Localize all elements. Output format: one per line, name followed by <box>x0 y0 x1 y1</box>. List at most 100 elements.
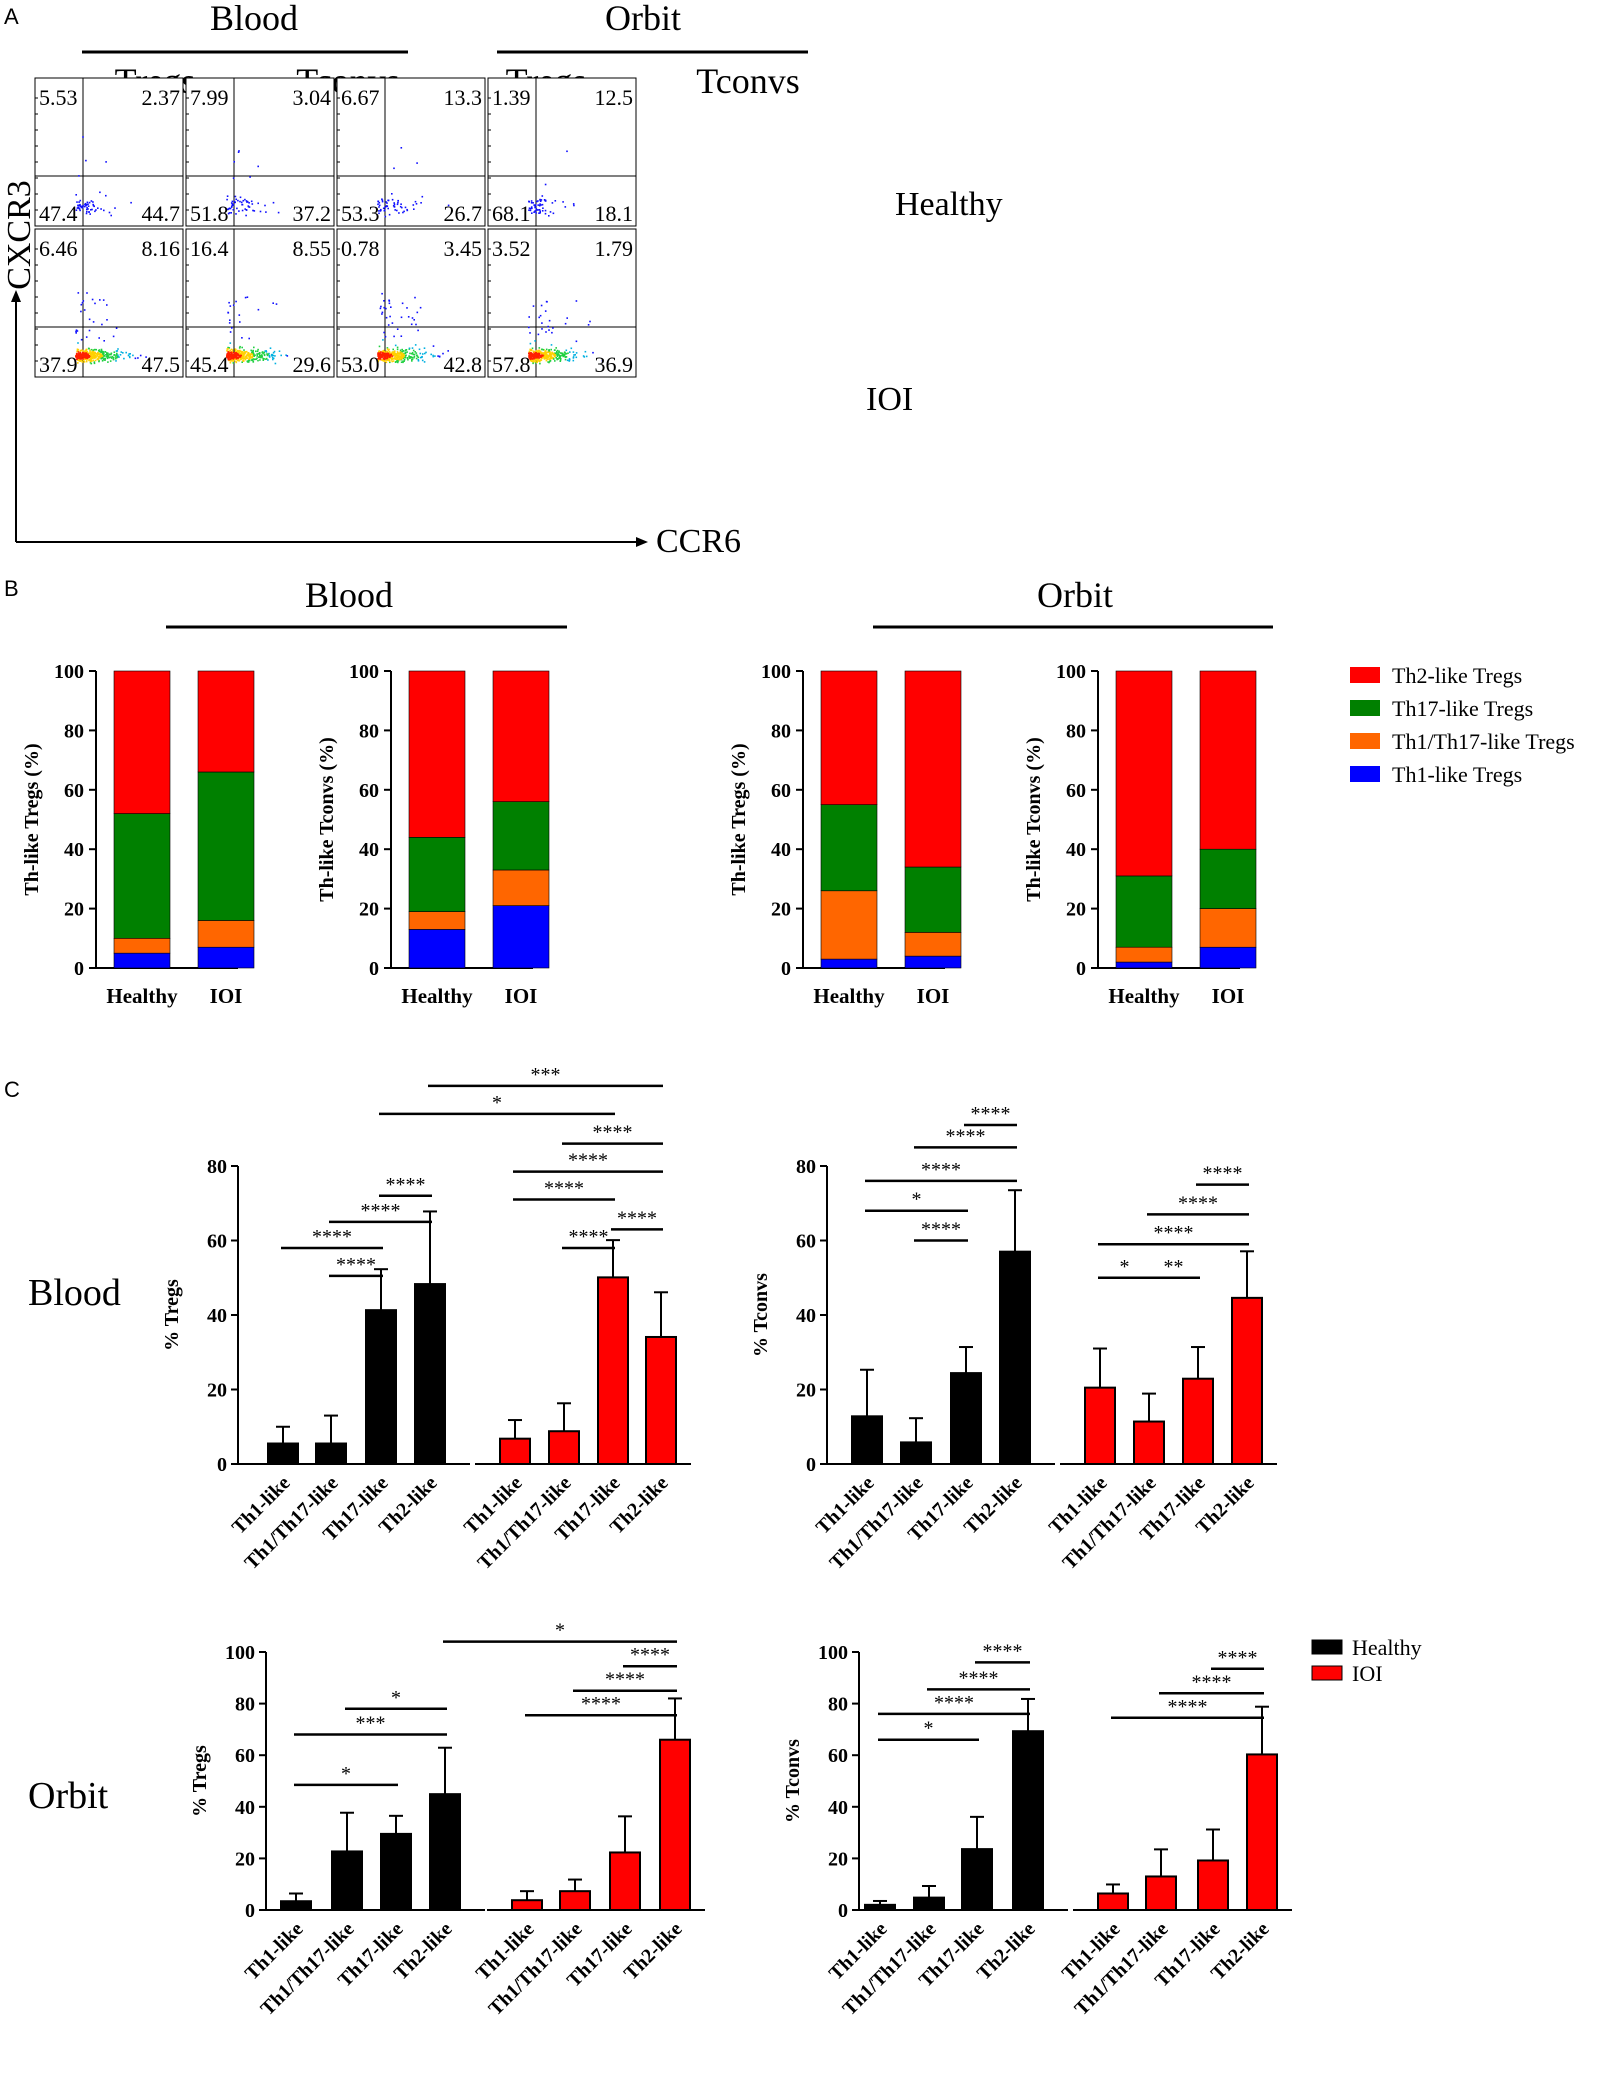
event-dot <box>251 203 254 205</box>
event-dot <box>246 357 249 359</box>
event-dot <box>259 354 261 357</box>
event-dot <box>407 358 409 361</box>
event-dot <box>381 311 384 314</box>
significance-label: **** <box>593 1122 633 1144</box>
event-dot <box>392 351 394 353</box>
event-dot <box>251 350 254 353</box>
event-dot <box>384 351 386 354</box>
event-dot <box>552 327 554 329</box>
bar <box>961 1848 993 1912</box>
y-tick-label: 60 <box>359 780 379 802</box>
dot-plot: 1.39 12.5 68.1 18.1 <box>487 77 637 227</box>
event-dot <box>110 214 112 217</box>
event-dot <box>128 355 131 358</box>
event-dot <box>88 352 91 355</box>
y-axis-label: Th-like Tconvs (%) <box>1023 737 1045 901</box>
bar <box>597 1276 629 1465</box>
event-dot <box>262 352 264 355</box>
event-dot <box>239 356 241 358</box>
event-dot <box>536 200 538 203</box>
event-dot <box>421 355 423 358</box>
event-dot <box>570 347 573 350</box>
event-dot <box>88 201 91 204</box>
event-dot <box>573 204 575 207</box>
significance-label: **** <box>983 1640 1023 1662</box>
event-dot <box>574 354 576 356</box>
panel-b-group-orbit: Orbit <box>1037 575 1113 615</box>
bar-segment <box>408 929 466 969</box>
event-dot <box>400 353 402 356</box>
event-dot <box>538 357 541 359</box>
event-dot <box>383 350 385 353</box>
event-dot <box>564 322 567 325</box>
significance-label: **** <box>946 1125 986 1147</box>
event-dot <box>89 361 92 364</box>
event-dot <box>230 357 233 360</box>
event-dot <box>532 202 534 204</box>
event-dot <box>388 357 390 360</box>
event-dot <box>381 200 384 203</box>
event-dot <box>534 360 537 363</box>
event-dot <box>419 306 422 309</box>
event-dot <box>262 357 264 360</box>
event-dot <box>239 353 241 355</box>
event-dot <box>80 338 83 341</box>
event-dot <box>242 360 244 362</box>
significance-label: **** <box>1178 1192 1218 1214</box>
event-dot <box>394 352 396 355</box>
event-dot <box>112 358 115 361</box>
event-dot <box>102 358 105 360</box>
significance-label: **** <box>617 1207 657 1229</box>
event-dot <box>241 337 243 339</box>
event-dot <box>547 325 549 328</box>
event-dot <box>257 348 259 351</box>
event-dot <box>77 353 80 355</box>
event-dot <box>548 358 550 360</box>
event-dot <box>264 350 266 352</box>
event-dot <box>237 357 239 360</box>
event-dot <box>385 316 388 319</box>
event-dot <box>101 353 104 355</box>
event-dot <box>397 199 399 202</box>
event-cloud <box>528 150 575 217</box>
event-dot <box>228 347 231 349</box>
event-dot <box>271 356 274 359</box>
event-dot <box>90 355 93 357</box>
event-dot <box>390 306 392 308</box>
event-dot <box>93 361 96 363</box>
bar-segment <box>820 804 878 892</box>
event-dot <box>535 354 537 357</box>
event-dot <box>227 346 229 349</box>
event-dot <box>91 360 93 362</box>
event-dot <box>93 352 96 354</box>
event-dot <box>88 347 90 350</box>
event-dot <box>389 315 391 318</box>
event-dot <box>83 350 86 352</box>
significance-label: **** <box>921 1159 961 1181</box>
event-dot <box>413 353 416 356</box>
event-dot <box>534 204 537 206</box>
event-dot <box>79 353 82 355</box>
event-dot <box>403 358 406 361</box>
y-tick-label: 40 <box>771 839 791 861</box>
event-dot <box>391 358 394 360</box>
event-dot <box>78 175 80 177</box>
event-dot <box>388 213 391 216</box>
event-dot <box>80 360 82 362</box>
significance-label: **** <box>361 1200 401 1222</box>
quadrant-value-q2: 1.79 <box>595 236 634 261</box>
event-dot <box>404 351 407 353</box>
event-dot <box>419 356 422 359</box>
event-dot <box>542 348 545 351</box>
event-dot <box>80 310 82 313</box>
event-dot <box>236 207 238 210</box>
legend-label-th2: Th2-like Tregs <box>1392 663 1522 688</box>
event-dot <box>393 350 396 352</box>
quadrant-value-q1: 16.4 <box>190 236 229 261</box>
event-dot <box>553 353 555 356</box>
event-dot <box>537 209 539 211</box>
bar <box>559 1890 591 1912</box>
event-dot <box>592 351 594 354</box>
event-dot <box>108 211 111 214</box>
event-dot <box>385 354 387 357</box>
